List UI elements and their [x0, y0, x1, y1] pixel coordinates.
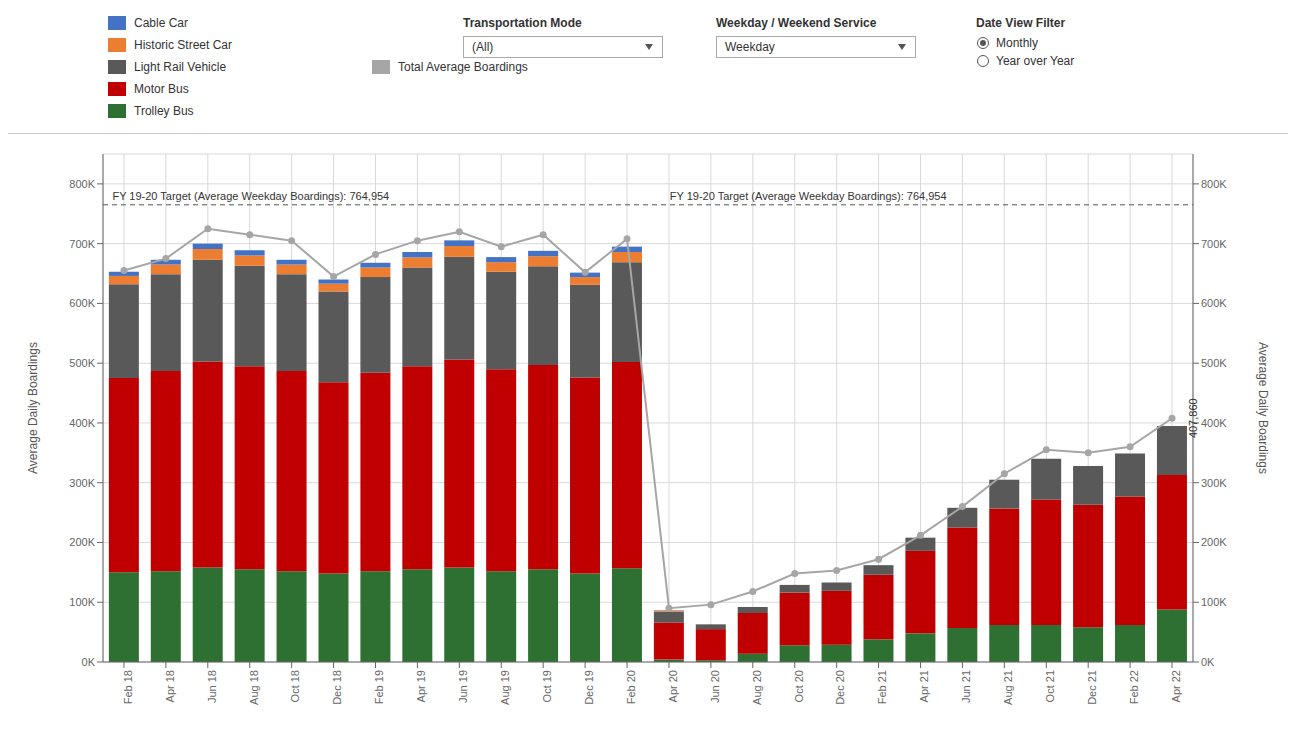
svg-text:Dec 18: Dec 18: [331, 670, 343, 705]
svg-text:Average Daily Boardings: Average Daily Boardings: [26, 342, 40, 474]
svg-text:Aug 19: Aug 19: [499, 670, 511, 705]
html-text:Total Average Boardings: Total Average Boardings: [398, 60, 528, 74]
svg-text:Feb 18: Feb 18: [122, 670, 134, 704]
svg-text:Oct 18: Oct 18: [289, 670, 301, 702]
svg-text:500K: 500K: [1201, 357, 1227, 369]
html-text:Cable Car: Cable Car: [134, 16, 188, 30]
svg-text:Aug 18: Aug 18: [248, 670, 260, 705]
svg-text:800K: 800K: [1201, 178, 1227, 190]
svg-text:700K: 700K: [1201, 238, 1227, 250]
svg-text:100K: 100K: [69, 596, 95, 608]
html-text:Motor Bus: Motor Bus: [134, 82, 189, 96]
svg-text:600K: 600K: [1201, 297, 1227, 309]
svg-text:Aug 21: Aug 21: [1002, 670, 1014, 705]
html-text:Date View Filter: Date View Filter: [976, 16, 1066, 30]
svg-text:400K: 400K: [69, 417, 95, 429]
svg-text:400K: 400K: [1201, 417, 1227, 429]
html-text:(All): (All): [472, 40, 494, 54]
svg-text:Feb 20: Feb 20: [625, 670, 637, 704]
html-text:Monthly: Monthly: [996, 36, 1038, 50]
svg-text:407,860: 407,860: [1187, 398, 1199, 438]
svg-text:Aug 20: Aug 20: [751, 670, 763, 705]
svg-text:Apr 20: Apr 20: [667, 670, 679, 702]
svg-text:Apr 22: Apr 22: [1170, 670, 1182, 702]
svg-text:800K: 800K: [69, 178, 95, 190]
svg-text:100K: 100K: [1201, 596, 1227, 608]
svg-text:Apr 21: Apr 21: [918, 670, 930, 702]
svg-text:Average Daily Boardings: Average Daily Boardings: [1256, 342, 1270, 474]
svg-text:Oct 21: Oct 21: [1044, 670, 1056, 702]
html-text:Light Rail Vehicle: Light Rail Vehicle: [134, 60, 227, 74]
svg-text:500K: 500K: [69, 357, 95, 369]
svg-text:Feb 19: Feb 19: [373, 670, 385, 704]
svg-text:Feb 22: Feb 22: [1128, 670, 1140, 704]
svg-text:0K: 0K: [1201, 656, 1215, 668]
svg-text:Oct 20: Oct 20: [793, 670, 805, 702]
svg-text:300K: 300K: [1201, 477, 1227, 489]
svg-text:700K: 700K: [69, 238, 95, 250]
svg-text:FY 19-20 Target (Average Weekd: FY 19-20 Target (Average Weekday Boardin…: [670, 190, 947, 202]
svg-text:Jun 21: Jun 21: [960, 670, 972, 703]
html-text:Historic Street Car: Historic Street Car: [134, 38, 232, 52]
svg-text:Dec 19: Dec 19: [583, 670, 595, 705]
svg-text:Jun 18: Jun 18: [206, 670, 218, 703]
html-text:Transportation Mode: Transportation Mode: [463, 16, 582, 30]
html-text:Weekday / Weekend Service: Weekday / Weekend Service: [716, 16, 877, 30]
svg-text:Dec 20: Dec 20: [834, 670, 846, 705]
svg-text:600K: 600K: [69, 297, 95, 309]
svg-text:Dec 21: Dec 21: [1086, 670, 1098, 705]
svg-text:0K: 0K: [82, 656, 96, 668]
html-text:Weekday: Weekday: [725, 40, 775, 54]
svg-text:Oct 19: Oct 19: [541, 670, 553, 702]
html-text:Trolley Bus: Trolley Bus: [134, 104, 194, 118]
svg-text:200K: 200K: [1201, 536, 1227, 548]
svg-text:FY 19-20 Target (Average Weekd: FY 19-20 Target (Average Weekday Boardin…: [112, 190, 389, 202]
svg-text:Jun 20: Jun 20: [709, 670, 721, 703]
svg-text:Apr 19: Apr 19: [415, 670, 427, 702]
svg-text:300K: 300K: [69, 477, 95, 489]
html-text:Year over Year: Year over Year: [996, 54, 1075, 68]
svg-text:Apr 18: Apr 18: [164, 670, 176, 702]
svg-text:200K: 200K: [69, 536, 95, 548]
svg-text:Jun 19: Jun 19: [457, 670, 469, 703]
svg-text:Feb 21: Feb 21: [876, 670, 888, 704]
